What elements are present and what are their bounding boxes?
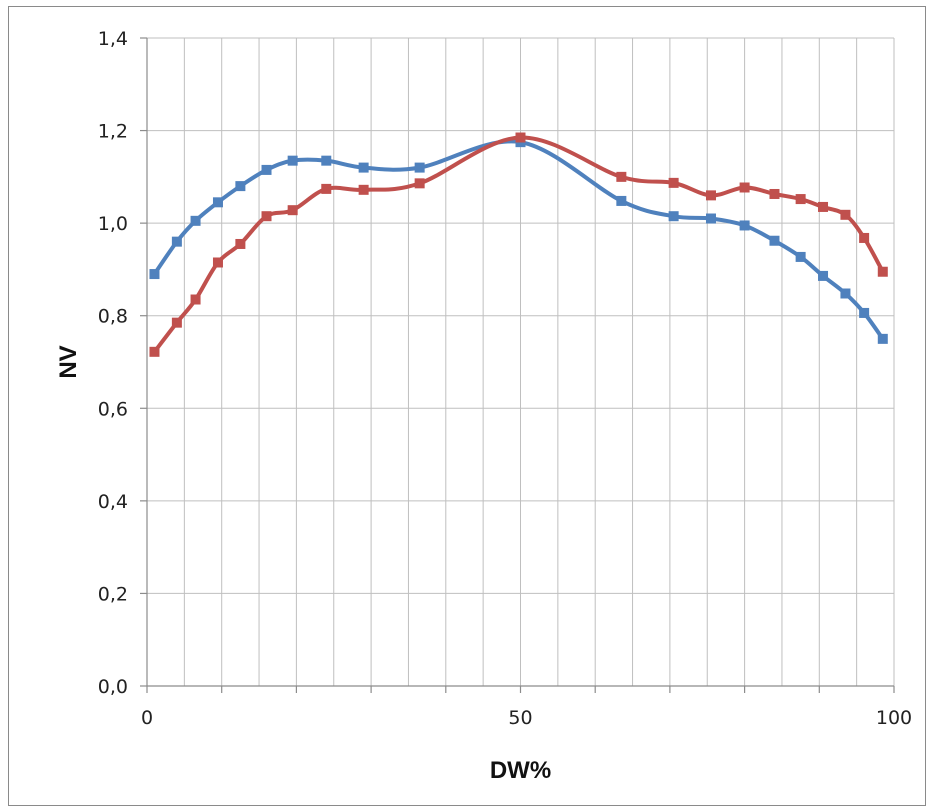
data-point-marker — [705, 190, 716, 201]
data-point-marker — [149, 346, 160, 357]
x-tick-label: 50 — [508, 707, 532, 729]
data-point-marker — [616, 171, 627, 182]
data-point-marker — [321, 183, 332, 194]
y-tick-label: 0,2 — [98, 583, 128, 605]
data-point-marker — [818, 270, 829, 281]
x-axis-title: DW% — [490, 757, 551, 784]
data-point-marker — [414, 162, 425, 173]
data-point-marker — [261, 211, 272, 222]
data-point-marker — [818, 201, 829, 212]
data-point-marker — [190, 215, 201, 226]
data-point-marker — [515, 132, 526, 143]
data-point-marker — [877, 333, 888, 344]
x-tick-label: 100 — [876, 707, 912, 729]
axes — [140, 37, 895, 693]
data-point-marker — [769, 188, 780, 199]
data-point-marker — [261, 164, 272, 175]
data-point-marker — [795, 251, 806, 262]
y-tick-label: 1,0 — [98, 213, 128, 235]
data-point-marker — [358, 184, 369, 195]
data-point-marker — [859, 232, 870, 243]
y-tick-label: 0,6 — [98, 398, 128, 420]
x-tick-label: 0 — [141, 707, 153, 729]
data-point-marker — [877, 266, 888, 277]
chart-area — [8, 6, 926, 806]
y-axis-title: NV — [55, 345, 82, 378]
y-tick-label: 0,4 — [98, 491, 128, 513]
y-tick-label: 1,4 — [98, 28, 128, 50]
data-point-marker — [212, 197, 223, 208]
data-point-marker — [769, 235, 780, 246]
data-point-marker — [321, 155, 332, 166]
data-point-marker — [739, 182, 750, 193]
y-tick-label: 0,8 — [98, 306, 128, 328]
tick-labels: 0,0 0,2 0,4 0,6 0,8 1,0 1,2 1,4 0 50 100 — [98, 28, 912, 729]
data-point-marker — [795, 194, 806, 205]
data-point-marker — [705, 213, 716, 224]
data-point-marker — [739, 220, 750, 231]
data-point-marker — [149, 269, 160, 280]
data-point-marker — [859, 307, 870, 318]
data-point-marker — [358, 162, 369, 173]
series-2 — [149, 132, 888, 357]
data-point-marker — [840, 209, 851, 220]
y-tick-label: 0,0 — [98, 676, 128, 698]
data-point-marker — [212, 257, 223, 268]
data-point-marker — [287, 205, 298, 216]
data-point-marker — [840, 288, 851, 299]
data-point-marker — [235, 238, 246, 249]
data-point-marker — [616, 195, 627, 206]
data-point-marker — [171, 317, 182, 328]
data-point-marker — [668, 211, 679, 222]
y-tick-label: 1,2 — [98, 121, 128, 143]
data-point-marker — [414, 178, 425, 189]
series-1 — [149, 137, 888, 344]
data-point-marker — [190, 294, 201, 305]
data-point-marker — [171, 236, 182, 247]
data-point-marker — [235, 181, 246, 192]
data-point-marker — [287, 155, 298, 166]
data-point-marker — [668, 177, 679, 188]
series-group — [149, 132, 888, 357]
